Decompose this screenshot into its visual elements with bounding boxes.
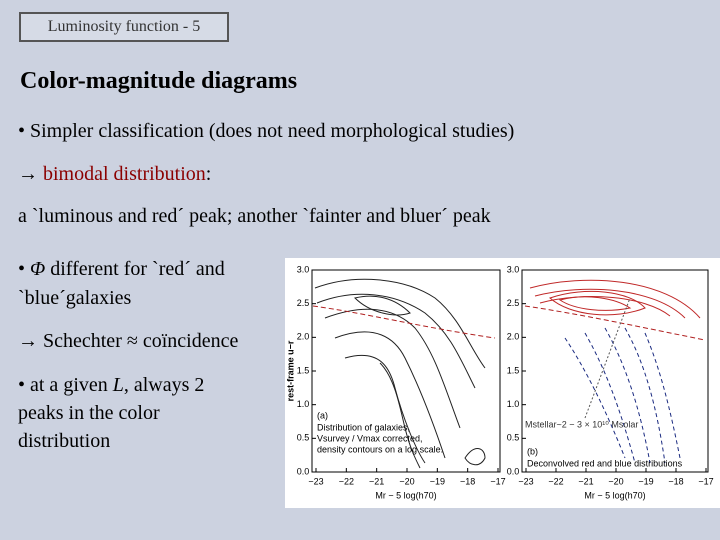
bullet-line: `blue´galaxies: [18, 287, 132, 309]
y-tick-label: 1.0: [507, 399, 520, 409]
slide-title: Color-magnitude diagrams: [20, 68, 298, 94]
y-tick-label: 2.0: [297, 332, 310, 342]
bullet: • at a given L, always 2: [18, 374, 204, 397]
y-tick-label: 0.5: [507, 433, 520, 443]
x-tick-label: −22: [548, 476, 563, 486]
text: , always 2: [123, 374, 205, 396]
x-tick-label: −19: [430, 476, 445, 486]
text: :: [205, 163, 212, 185]
x-axis-label: Mr − 5 log(h70): [584, 490, 645, 500]
y-tick-label: 0.0: [507, 466, 520, 476]
x-tick-label: −21: [578, 476, 593, 486]
x-axis-label: Mr − 5 log(h70): [375, 490, 436, 500]
text: different for `red´ and: [45, 258, 225, 280]
contours-a: [314, 278, 486, 469]
y-tick-label: 1.0: [297, 399, 310, 409]
text: •: [18, 258, 31, 280]
panel-tag: (b): [527, 446, 538, 456]
y-axis-label: rest-frame u−r: [285, 340, 295, 401]
x-tick-label: −22: [339, 476, 354, 486]
slide-header: Luminosity function - 5: [19, 12, 229, 42]
panel-tag: (a): [317, 410, 328, 420]
y-tick-label: 2.5: [507, 298, 520, 308]
arrow: →: [18, 163, 43, 185]
x-tick-label: −17: [490, 476, 505, 486]
x-tick-label: −18: [668, 476, 683, 486]
contours-b-red: [529, 279, 701, 319]
y-tick-label: 1.5: [507, 365, 520, 375]
bullet: → bimodal distribution:: [18, 163, 211, 186]
x-tick-label: −23: [308, 476, 323, 486]
y-tick-label: 0.5: [297, 433, 310, 443]
x-tick-label: −20: [399, 476, 414, 486]
emphasis: bimodal distribution: [43, 163, 206, 185]
panel-note: Distribution of galaxies,: [317, 422, 410, 432]
y-tick-label: 2.5: [297, 298, 310, 308]
panel-note: Vsurvey / Vmax corrected,: [317, 433, 423, 443]
divider-a: [312, 305, 496, 339]
contours-b-blue: [564, 327, 681, 464]
x-tick-label: −20: [608, 476, 623, 486]
y-tick-label: 0.0: [297, 466, 310, 476]
bullet-line: peaks in the color: [18, 402, 160, 424]
panel-note: density contours on a log scale.: [317, 444, 443, 454]
x-tick-label: −21: [369, 476, 384, 486]
mass-note: Mstellar~2 − 3 × 10¹⁰ Msolar: [525, 419, 638, 429]
y-tick-label: 3.0: [507, 264, 520, 274]
text: • at a given: [18, 374, 113, 396]
divider-b: [524, 305, 706, 341]
bullet: • Φ different for `red´ and: [18, 258, 225, 281]
x-tick-label: −19: [638, 476, 653, 486]
y-tick-label: 3.0: [297, 264, 310, 274]
panel-note: Deconvolved red and blue distributions: [527, 458, 683, 468]
y-tick-label: 1.5: [297, 365, 310, 375]
figure: 3.02.52.01.51.00.50.0−23 −22 −21 −20 −19 −18−…: [285, 258, 720, 508]
symbol: Φ: [30, 258, 46, 280]
bullet: a `luminous and red´ peak; another `fain…: [18, 205, 491, 227]
bullet: • Simpler classification (does not need …: [18, 120, 515, 142]
bullet: → Schechter ≈ coïncidence: [18, 330, 239, 352]
x-tick-label: −18: [460, 476, 475, 486]
symbol: L: [112, 374, 124, 396]
mass-line: [584, 297, 631, 419]
bullet-line: distribution: [18, 430, 111, 452]
x-tick-label: −17: [698, 476, 713, 486]
figure-bg: [285, 258, 720, 508]
x-tick-label: −23: [518, 476, 533, 486]
y-tick-label: 2.0: [507, 332, 520, 342]
